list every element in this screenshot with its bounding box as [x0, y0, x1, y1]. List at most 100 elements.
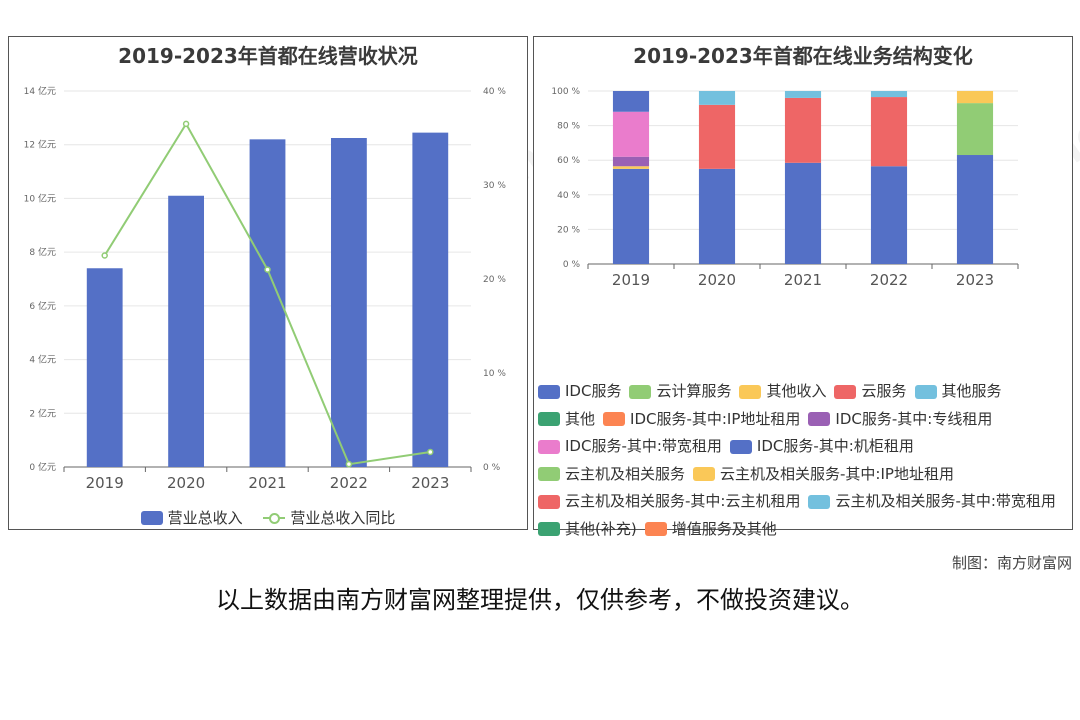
legend-item-growth[interactable]: 营业总收入同比	[263, 507, 395, 528]
x-tick-label: 2023	[956, 271, 994, 289]
legend-item[interactable]: 云主机及相关服务-其中:IP地址租用	[693, 462, 954, 487]
legend-label: 云服务	[861, 382, 907, 400]
legend-line-marker	[263, 511, 286, 525]
revenue-bar	[412, 132, 449, 467]
legend-item[interactable]: 云计算服务	[629, 379, 731, 404]
legend-item[interactable]: 云主机及相关服务-其中:云主机租用	[538, 489, 800, 514]
legend-label: 营业总收入同比	[290, 509, 396, 527]
stack-segment	[698, 104, 736, 169]
legend-item[interactable]: 其他服务	[914, 379, 1002, 404]
legend-swatch	[914, 384, 937, 399]
legend-label: 其他服务	[941, 382, 1002, 400]
stack-segment	[612, 168, 650, 264]
revenue-chart-panel: 2019-2023年首都在线营收状况 0 亿元 2 亿元 4 亿元 6 亿元 8 亿元 1…	[8, 36, 528, 530]
legend-swatch	[729, 439, 752, 454]
legend-swatch	[538, 412, 560, 426]
legend-swatch	[808, 494, 831, 509]
legend-item[interactable]: 其他收入	[739, 379, 826, 404]
legend-swatch	[538, 467, 560, 481]
legend-item[interactable]: IDC服务-其中:带宽租用	[538, 434, 722, 459]
y-left-tick-label: 14 亿元	[24, 85, 56, 97]
stack-segment	[956, 91, 994, 104]
legend-item[interactable]: IDC服务-其中:IP地址租用	[603, 407, 800, 432]
legend-label: IDC服务	[565, 382, 622, 400]
legend-item[interactable]: 云主机及相关服务	[538, 462, 685, 487]
x-tick-label: 2020	[167, 474, 205, 492]
stack-segment	[956, 155, 994, 264]
growth-point	[345, 460, 353, 468]
y-left-tick-label: 2 亿元	[29, 407, 56, 419]
legend-item[interactable]: 其他	[538, 407, 595, 432]
structure-chart: 0 % 20 % 40 % 60 % 80 % 100 % 2019 2020 2021 2022…	[551, 87, 1019, 289]
legend-swatch	[538, 384, 560, 399]
stack-segment	[612, 166, 650, 169]
legend-label: 其他(补充)	[565, 519, 637, 538]
x-tick-label: 2019	[612, 271, 650, 289]
legend-item-revenue[interactable]: 营业总收入	[140, 507, 243, 528]
revenue-chart-title: 2019-2023年首都在线营收状况	[118, 44, 418, 68]
y-tick-label: 60 %	[557, 156, 580, 166]
y-right-tick-label: 30 %	[483, 181, 506, 191]
y-tick-label: 80 %	[557, 122, 580, 132]
legend-label: 营业总收入	[167, 509, 243, 527]
legend-swatch	[808, 412, 831, 426]
legend-label: 云主机及相关服务-其中:云主机租用	[565, 492, 801, 510]
legend-label: 云主机及相关服务-其中:带宽租用	[835, 492, 1056, 510]
y-left-tick-label: 10 亿元	[24, 192, 56, 204]
stack-segment	[784, 162, 822, 264]
legend-item[interactable]: 其他(补充)	[538, 517, 637, 542]
legend-swatch	[739, 384, 762, 399]
y-left-tick-label: 4 亿元	[29, 354, 56, 366]
growth-point	[427, 448, 434, 456]
legend-label: 云计算服务	[656, 382, 732, 400]
y-tick-label: 100 %	[551, 87, 580, 97]
legend-swatch	[538, 522, 560, 536]
legend-item[interactable]: IDC服务-其中:专线租用	[808, 407, 992, 432]
growth-point	[182, 120, 190, 128]
structure-chart-title: 2019-2023年首都在线业务结构变化	[633, 44, 973, 68]
y-left-tick-label: 0 亿元	[29, 461, 56, 473]
stack-segment	[956, 103, 994, 156]
legend-label: 云主机及相关服务	[565, 464, 686, 483]
disclaimer-text: 以上数据由南方财富网整理提供，仅供参考，不做投资建议。	[216, 586, 864, 614]
stack-segment	[612, 156, 650, 167]
stack-segment	[784, 97, 822, 163]
legend-swatch	[538, 494, 560, 509]
y-right-tick-label: 10 %	[483, 369, 506, 379]
revenue-chart: 0 亿元 2 亿元 4 亿元 6 亿元 8 亿元 10 亿元 12 亿元 14 亿元 0 % 10…	[24, 85, 507, 492]
x-tick-label: 2021	[784, 271, 822, 289]
legend-label: IDC服务-其中:IP地址租用	[630, 409, 801, 428]
stack-segment	[612, 91, 650, 112]
y-left-tick-label: 8 亿元	[29, 246, 56, 258]
legend-item[interactable]: IDC服务-其中:机柜租用	[729, 434, 914, 459]
y-left-tick-label: 6 亿元	[29, 300, 56, 312]
x-tick-label: 2019	[86, 474, 124, 492]
revenue-bar	[168, 195, 205, 467]
x-tick-label: 2023	[411, 474, 449, 492]
y-tick-label: 40 %	[557, 191, 580, 201]
x-tick-label: 2020	[698, 271, 736, 289]
legend-swatch	[140, 510, 163, 525]
y-right-tick-label: 0 %	[483, 463, 501, 473]
chart-credit: 制图：南方财富网	[951, 554, 1072, 572]
x-tick-label: 2022	[870, 271, 908, 289]
y-tick-label: 0 %	[563, 260, 581, 270]
revenue-bar	[330, 138, 367, 467]
legend-item[interactable]: IDC服务	[538, 379, 621, 404]
legend-swatch	[834, 384, 857, 399]
stack-segment	[870, 91, 908, 98]
legend-label: IDC服务-其中:专线租用	[835, 409, 993, 428]
y-left-tick-label: 12 亿元	[24, 139, 56, 151]
legend-label: IDC服务-其中:机柜租用	[756, 437, 914, 455]
legend-swatch	[603, 412, 626, 426]
legend-swatch	[644, 522, 667, 536]
legend-label: 其他收入	[766, 382, 827, 400]
legend-item[interactable]: 云服务	[834, 379, 907, 404]
legend-label: IDC服务-其中:带宽租用	[565, 437, 722, 455]
growth-point	[264, 266, 271, 273]
stack-segment	[870, 166, 908, 264]
legend-swatch	[538, 439, 560, 454]
legend-item[interactable]: 增值服务及其他	[644, 517, 777, 542]
y-right-tick-label: 20 %	[483, 275, 506, 285]
legend-item[interactable]: 云主机及相关服务-其中:带宽租用	[808, 489, 1056, 514]
